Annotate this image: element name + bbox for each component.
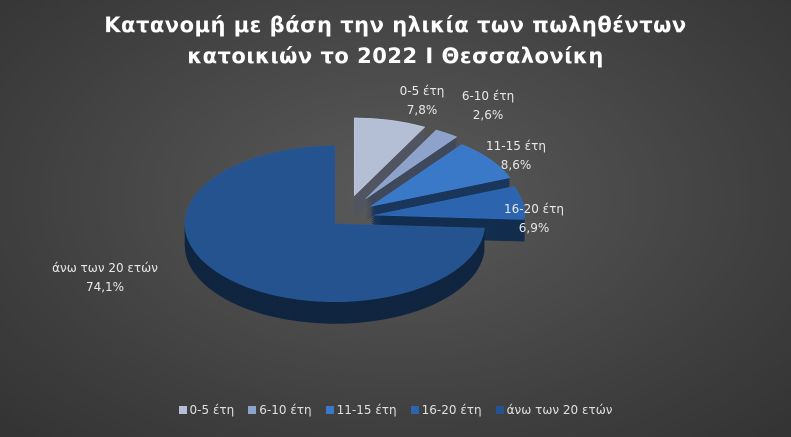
legend-item: 11-15 έτη: [325, 403, 397, 417]
legend-swatch: [495, 406, 504, 414]
pie-slice-top: [374, 186, 525, 220]
legend-label: 0-5 έτη: [189, 403, 235, 417]
chart-title-line1: Κατανομή με βάση την ηλικία των πωληθέντ…: [104, 13, 687, 37]
pie-slice-top: [370, 144, 511, 207]
legend-label: 16-20 έτη: [421, 403, 482, 417]
legend-label: 6-10 έτη: [259, 403, 312, 417]
chart-title-line2: κατοικιών το 2022 Ι Θεσσαλονίκη: [187, 44, 604, 68]
legend: 0-5 έτη 6-10 έτη 11-15 έτη 16-20 έτη άνω των…: [0, 403, 791, 417]
data-label-value: 6,9%: [519, 221, 550, 235]
legend-swatch: [325, 406, 334, 414]
pie-slice-top: [353, 117, 426, 197]
data-label-category: άνω των 20 ετών: [52, 261, 158, 275]
legend-item: 0-5 έτη: [178, 403, 235, 417]
data-label-category: 16-20 έτη: [504, 202, 564, 216]
data-label-category: 6-10 έτη: [462, 89, 514, 103]
data-label-value: 74,1%: [86, 280, 124, 294]
legend-label: άνω των 20 ετών: [506, 403, 613, 417]
data-label-value: 7,8%: [407, 103, 438, 117]
legend-item: 16-20 έτη: [410, 403, 482, 417]
legend-label: 11-15 έτη: [336, 403, 397, 417]
data-label-category: 0-5 έτη: [400, 84, 445, 98]
data-label-value: 8,6%: [501, 158, 532, 172]
legend-swatch: [410, 406, 419, 414]
legend-swatch: [178, 406, 187, 414]
pie-slice-3: [374, 186, 525, 242]
pie-slice-top: [365, 129, 458, 200]
legend-item: 6-10 έτη: [248, 403, 312, 417]
pie-slice-4: [184, 145, 485, 324]
data-label-category: 11-15 έτη: [486, 139, 546, 153]
data-label-value: 2,6%: [473, 108, 504, 122]
chart-title: Κατανομή με βάση την ηλικία των πωληθέντ…: [0, 10, 791, 72]
legend-item: άνω των 20 ετών: [495, 403, 613, 417]
legend-swatch: [248, 406, 257, 414]
pie-slice-top: [184, 145, 485, 302]
